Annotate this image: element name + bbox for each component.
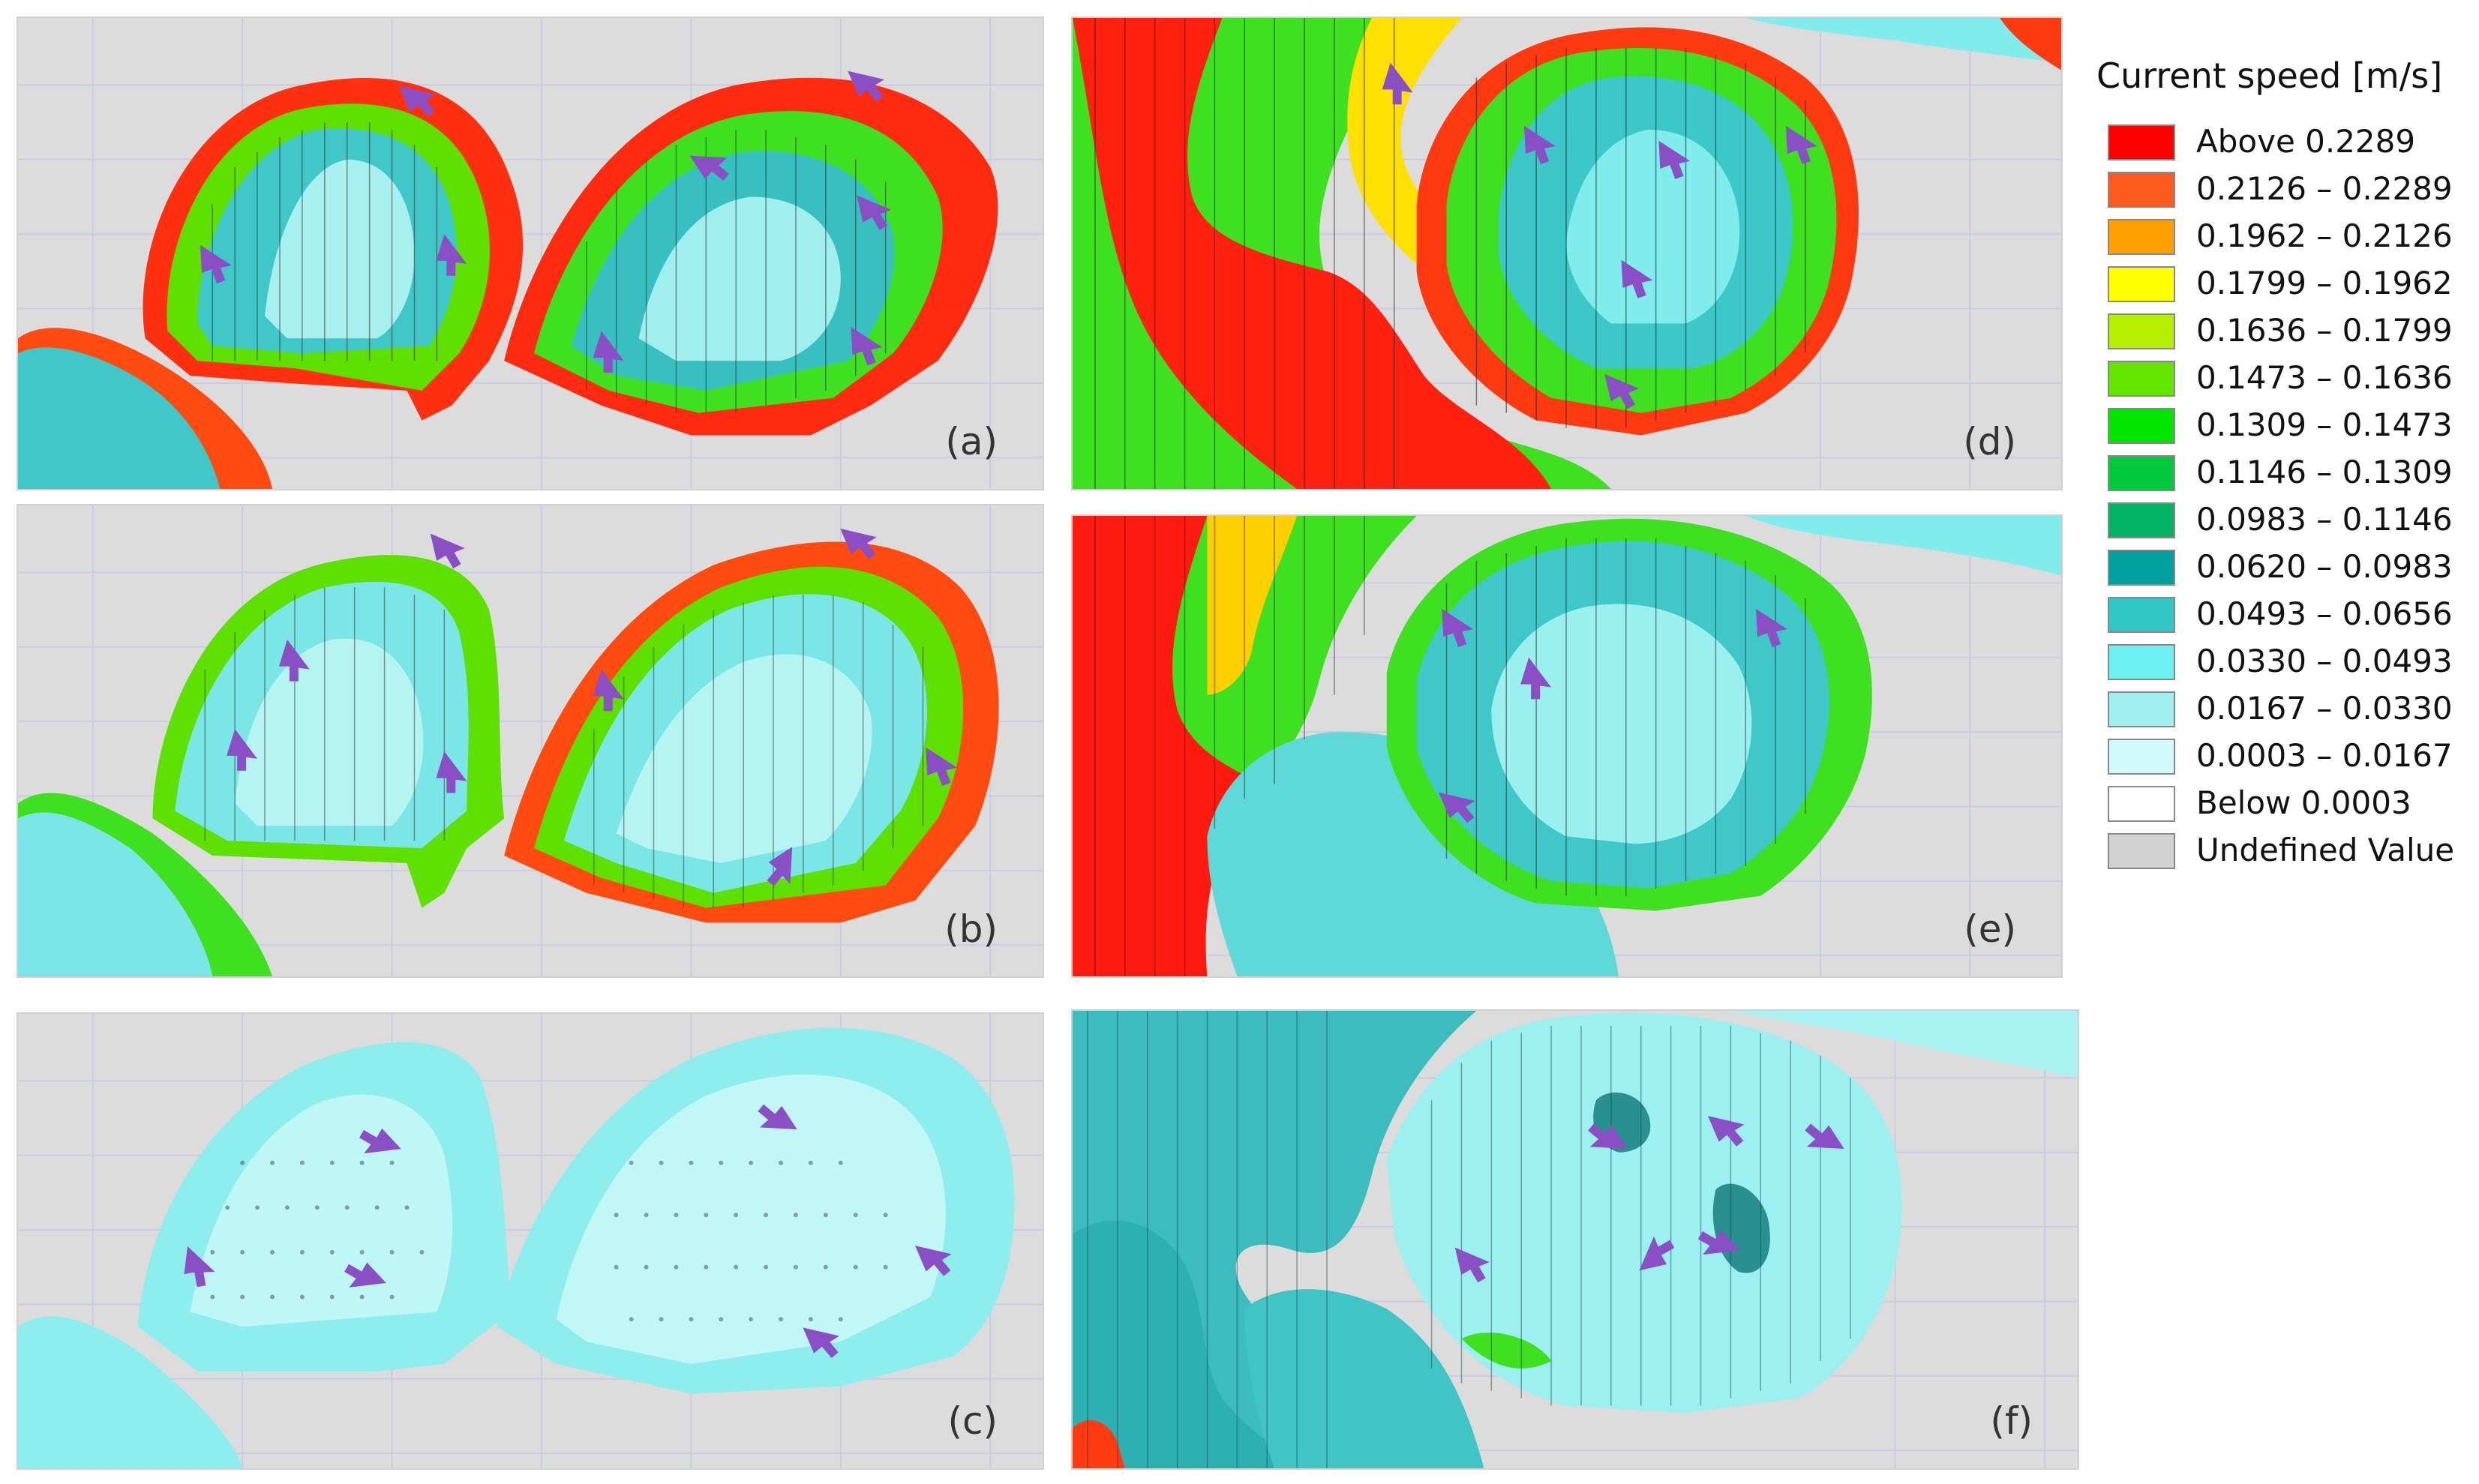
legend-swatch bbox=[2108, 739, 2175, 775]
legend-item: 0.0620 – 0.0983 bbox=[2108, 545, 2475, 590]
legend-swatch bbox=[2108, 124, 2175, 160]
legend-label: 0.2126 – 0.2289 bbox=[2196, 170, 2453, 207]
legend-item: 0.1309 – 0.1473 bbox=[2108, 403, 2475, 448]
legend-swatch bbox=[2108, 266, 2175, 302]
panel-label: (a) bbox=[945, 420, 998, 463]
legend-item: Above 0.2289 bbox=[2108, 120, 2475, 165]
panel-a-map bbox=[18, 18, 1043, 489]
legend-label: 0.1962 – 0.2126 bbox=[2196, 217, 2453, 254]
panel-label: (c) bbox=[947, 1399, 998, 1443]
legend-label: 0.1309 – 0.1473 bbox=[2196, 406, 2453, 443]
legend-label: 0.0167 – 0.0330 bbox=[2196, 690, 2453, 727]
legend-item: 0.0167 – 0.0330 bbox=[2108, 687, 2475, 732]
legend-label: Above 0.2289 bbox=[2196, 123, 2416, 160]
velocity-vector-field bbox=[210, 1160, 888, 1322]
velocity-vector-field bbox=[204, 587, 924, 908]
legend-label: Undefined Value bbox=[2196, 832, 2455, 868]
legend-swatch bbox=[2108, 691, 2175, 727]
panel-label: (d) bbox=[1963, 420, 2016, 463]
panel-label: (f) bbox=[1990, 1399, 2033, 1443]
legend-item: 0.0983 – 0.1146 bbox=[2108, 498, 2475, 543]
legend-label: 0.1799 – 0.1962 bbox=[2196, 265, 2453, 301]
flow-direction-arrows bbox=[1439, 608, 1787, 823]
legend-swatch bbox=[2108, 597, 2175, 633]
legend-item: 0.0493 – 0.0656 bbox=[2108, 592, 2475, 637]
legend-swatch bbox=[2108, 550, 2175, 586]
legend-item: 0.1473 – 0.1636 bbox=[2108, 356, 2475, 401]
flow-direction-arrows bbox=[1454, 1116, 1844, 1283]
panel-b-map bbox=[18, 505, 1043, 976]
legend-swatch bbox=[2108, 361, 2175, 397]
legend-title: Current speed [m/s] bbox=[2096, 55, 2443, 96]
legend-swatch bbox=[2108, 172, 2175, 208]
panel-d-map bbox=[1073, 18, 2061, 489]
legend-item: 0.2126 – 0.2289 bbox=[2108, 167, 2475, 212]
legend-item: 0.1962 – 0.2126 bbox=[2108, 214, 2475, 259]
velocity-vector-field bbox=[1087, 1011, 1851, 1468]
legend-item: Below 0.0003 bbox=[2108, 781, 2475, 826]
flow-direction-arrows bbox=[227, 528, 957, 886]
panel-f: (f) bbox=[1071, 1009, 2079, 1470]
legend-item: 0.0003 – 0.0167 bbox=[2108, 734, 2475, 779]
velocity-vector-field bbox=[212, 122, 887, 413]
flow-direction-arrows bbox=[200, 70, 891, 373]
flow-direction-arrows bbox=[184, 1104, 952, 1359]
legend-item: 0.1146 – 0.1309 bbox=[2108, 451, 2475, 496]
legend-swatch bbox=[2108, 833, 2175, 869]
panel-c-map bbox=[18, 1014, 1043, 1468]
legend-swatch bbox=[2108, 313, 2175, 349]
panel-c: (c) bbox=[17, 1012, 1044, 1470]
panel-f-map bbox=[1073, 1011, 2078, 1468]
legend-label: 0.1636 – 0.1799 bbox=[2196, 312, 2453, 349]
legend: Current speed [m/s] Above 0.2289 0.2126 –… bbox=[2093, 45, 2475, 885]
legend-item: 0.0330 – 0.0493 bbox=[2108, 640, 2475, 685]
legend-label: 0.1146 – 0.1309 bbox=[2196, 454, 2453, 490]
legend-swatch bbox=[2108, 455, 2175, 491]
velocity-vector-field bbox=[1094, 516, 1806, 976]
legend-label: 0.0620 – 0.0983 bbox=[2196, 548, 2453, 585]
legend-swatch bbox=[2108, 644, 2175, 680]
legend-label: 0.0493 – 0.0656 bbox=[2196, 595, 2453, 632]
legend-item: Undefined Value bbox=[2108, 829, 2475, 874]
panel-e-map bbox=[1073, 516, 2061, 976]
panel-label: (b) bbox=[944, 907, 998, 951]
flow-direction-arrows bbox=[1382, 62, 1817, 409]
legend-label: 0.0330 – 0.0493 bbox=[2196, 643, 2453, 679]
legend-label: 0.0983 – 0.1146 bbox=[2196, 501, 2453, 538]
legend-item: 0.1799 – 0.1962 bbox=[2108, 262, 2475, 307]
legend-swatch bbox=[2108, 219, 2175, 255]
legend-swatch bbox=[2108, 408, 2175, 444]
panel-a: (a) bbox=[17, 16, 1044, 490]
legend-label: 0.1473 – 0.1636 bbox=[2196, 359, 2453, 396]
legend-label: Below 0.0003 bbox=[2196, 784, 2411, 821]
panel-label: (e) bbox=[1964, 907, 2016, 951]
panel-b: (b) bbox=[17, 504, 1044, 978]
legend-item: 0.1636 – 0.1799 bbox=[2108, 309, 2475, 354]
legend-swatch bbox=[2108, 786, 2175, 822]
panel-d: (d) bbox=[1071, 16, 2063, 490]
legend-swatch bbox=[2108, 502, 2175, 538]
panel-e: (e) bbox=[1071, 514, 2063, 978]
legend-label: 0.0003 – 0.0167 bbox=[2196, 737, 2453, 774]
